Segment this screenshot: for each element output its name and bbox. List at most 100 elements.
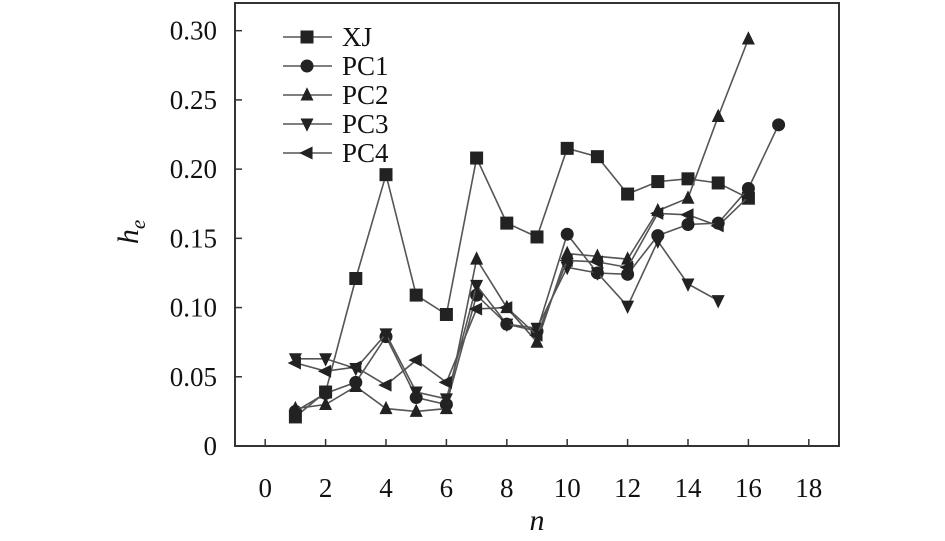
data-point-pc3 bbox=[500, 318, 514, 332]
y-tick-label: 0.05 bbox=[170, 362, 217, 392]
x-tick-label: 6 bbox=[440, 473, 454, 503]
data-point-pc1 bbox=[319, 386, 333, 400]
legend-marker-pc4 bbox=[299, 146, 313, 160]
data-point-xj bbox=[530, 230, 544, 244]
series-line-pc2 bbox=[295, 38, 750, 413]
data-point-pc4 bbox=[650, 206, 664, 220]
y-axis-title: he bbox=[112, 220, 150, 244]
legend-label-pc1: PC1 bbox=[342, 51, 389, 81]
y-tick-label: 0.20 bbox=[170, 154, 217, 184]
data-point-xj bbox=[560, 141, 574, 155]
data-point-pc2 bbox=[530, 334, 544, 348]
data-point-pc4 bbox=[408, 353, 422, 367]
data-point-xj bbox=[379, 168, 393, 182]
y-tick-label: 0 bbox=[204, 431, 218, 461]
data-point-pc4 bbox=[317, 364, 332, 378]
data-point-pc2 bbox=[681, 190, 695, 204]
data-point-pc3 bbox=[651, 235, 665, 249]
legend-item-pc2: PC2 bbox=[283, 80, 389, 110]
plot-area-frame bbox=[234, 2, 840, 447]
legend-label-pc4: PC4 bbox=[342, 138, 389, 168]
legend-item-pc4: PC4 bbox=[283, 138, 389, 168]
data-point-pc3 bbox=[439, 393, 453, 407]
data-point-pc3 bbox=[319, 353, 333, 367]
y-axis: 0 0.05 0.10 0.15 0.20 0.25 0.30 bbox=[170, 16, 242, 461]
data-point-pc2 bbox=[439, 400, 453, 415]
x-tick-label: 10 bbox=[554, 473, 581, 503]
x-tick-label: 16 bbox=[735, 473, 762, 503]
data-point-pc4 bbox=[499, 301, 513, 315]
y-tick-label: 0.10 bbox=[170, 293, 217, 323]
x-tick-label: 2 bbox=[319, 473, 333, 503]
data-point-pc4 bbox=[680, 208, 694, 222]
data-point-pc4 bbox=[529, 328, 543, 342]
series-line-xj bbox=[294, 147, 749, 418]
data-point-pc2 bbox=[470, 251, 484, 265]
y-tick-label: 0.15 bbox=[170, 223, 217, 253]
y-axis-title-subscript: e bbox=[126, 220, 150, 229]
data-point-pc1 bbox=[560, 227, 574, 241]
data-point-pc2 bbox=[711, 108, 725, 123]
x-tick-label: 4 bbox=[379, 473, 393, 503]
legend-label-pc3: PC3 bbox=[342, 109, 389, 139]
y-tick-label: 0.30 bbox=[170, 16, 217, 46]
data-point-xj bbox=[470, 151, 484, 165]
legend-marker-xj bbox=[300, 30, 314, 44]
data-point-pc2 bbox=[319, 396, 333, 410]
legend-label-pc2: PC2 bbox=[342, 80, 389, 110]
series-xj bbox=[288, 141, 755, 424]
data-point-pc4 bbox=[559, 253, 573, 267]
data-point-pc4 bbox=[348, 360, 362, 374]
data-point-pc2 bbox=[288, 400, 302, 415]
x-tick-label: 14 bbox=[675, 473, 703, 503]
data-point-xj bbox=[500, 216, 514, 230]
data-point-xj bbox=[711, 176, 725, 190]
data-point-pc1 bbox=[681, 218, 695, 231]
x-tick-label: 8 bbox=[500, 473, 514, 503]
data-point-pc1 bbox=[772, 118, 786, 132]
series-pc4 bbox=[287, 190, 754, 392]
data-point-pc4 bbox=[378, 378, 392, 392]
y-tick-label: 0.25 bbox=[170, 85, 217, 115]
data-point-xj bbox=[439, 307, 453, 321]
legend-label-xj: XJ bbox=[342, 22, 372, 52]
data-point-pc4 bbox=[468, 302, 483, 316]
data-point-pc4 bbox=[619, 260, 634, 274]
series-line-pc4 bbox=[295, 196, 749, 387]
data-point-pc2 bbox=[741, 31, 755, 45]
x-tick-label: 18 bbox=[795, 473, 822, 503]
data-point-pc3 bbox=[409, 386, 423, 400]
legend-item-xj: XJ bbox=[283, 22, 372, 52]
data-point-pc3 bbox=[379, 328, 393, 342]
data-point-xj bbox=[621, 187, 635, 201]
data-point-xj bbox=[681, 172, 695, 186]
data-point-pc3 bbox=[590, 267, 604, 281]
x-tick-label: 12 bbox=[614, 473, 641, 503]
x-axis-title: n bbox=[530, 504, 545, 537]
data-point-pc4 bbox=[710, 219, 724, 233]
data-point-pc3 bbox=[711, 295, 725, 309]
data-point-pc3 bbox=[681, 278, 695, 292]
legend-marker-pc3 bbox=[300, 118, 314, 132]
data-point-pc2 bbox=[349, 378, 363, 392]
data-point-pc3 bbox=[470, 279, 484, 294]
data-point-pc4 bbox=[438, 375, 452, 389]
series-layer bbox=[287, 31, 786, 424]
data-point-pc2 bbox=[379, 400, 393, 415]
legend-marker-pc1 bbox=[300, 59, 314, 73]
data-point-xj bbox=[651, 175, 665, 189]
data-point-xj bbox=[349, 271, 363, 285]
legend-marker-pc2 bbox=[300, 87, 314, 101]
x-tick-label: 0 bbox=[258, 473, 272, 503]
data-point-pc2 bbox=[409, 403, 423, 417]
data-point-pc4 bbox=[287, 356, 301, 370]
data-point-xj bbox=[409, 288, 423, 302]
legend-item-pc1: PC1 bbox=[283, 51, 389, 81]
y-axis-title-main: h bbox=[112, 229, 145, 244]
data-point-pc4 bbox=[740, 190, 754, 204]
data-point-pc3 bbox=[621, 300, 635, 314]
x-axis: 0 2 4 6 8 10 12 14 16 18 bbox=[258, 439, 822, 503]
legend-item-pc3: PC3 bbox=[283, 109, 389, 139]
